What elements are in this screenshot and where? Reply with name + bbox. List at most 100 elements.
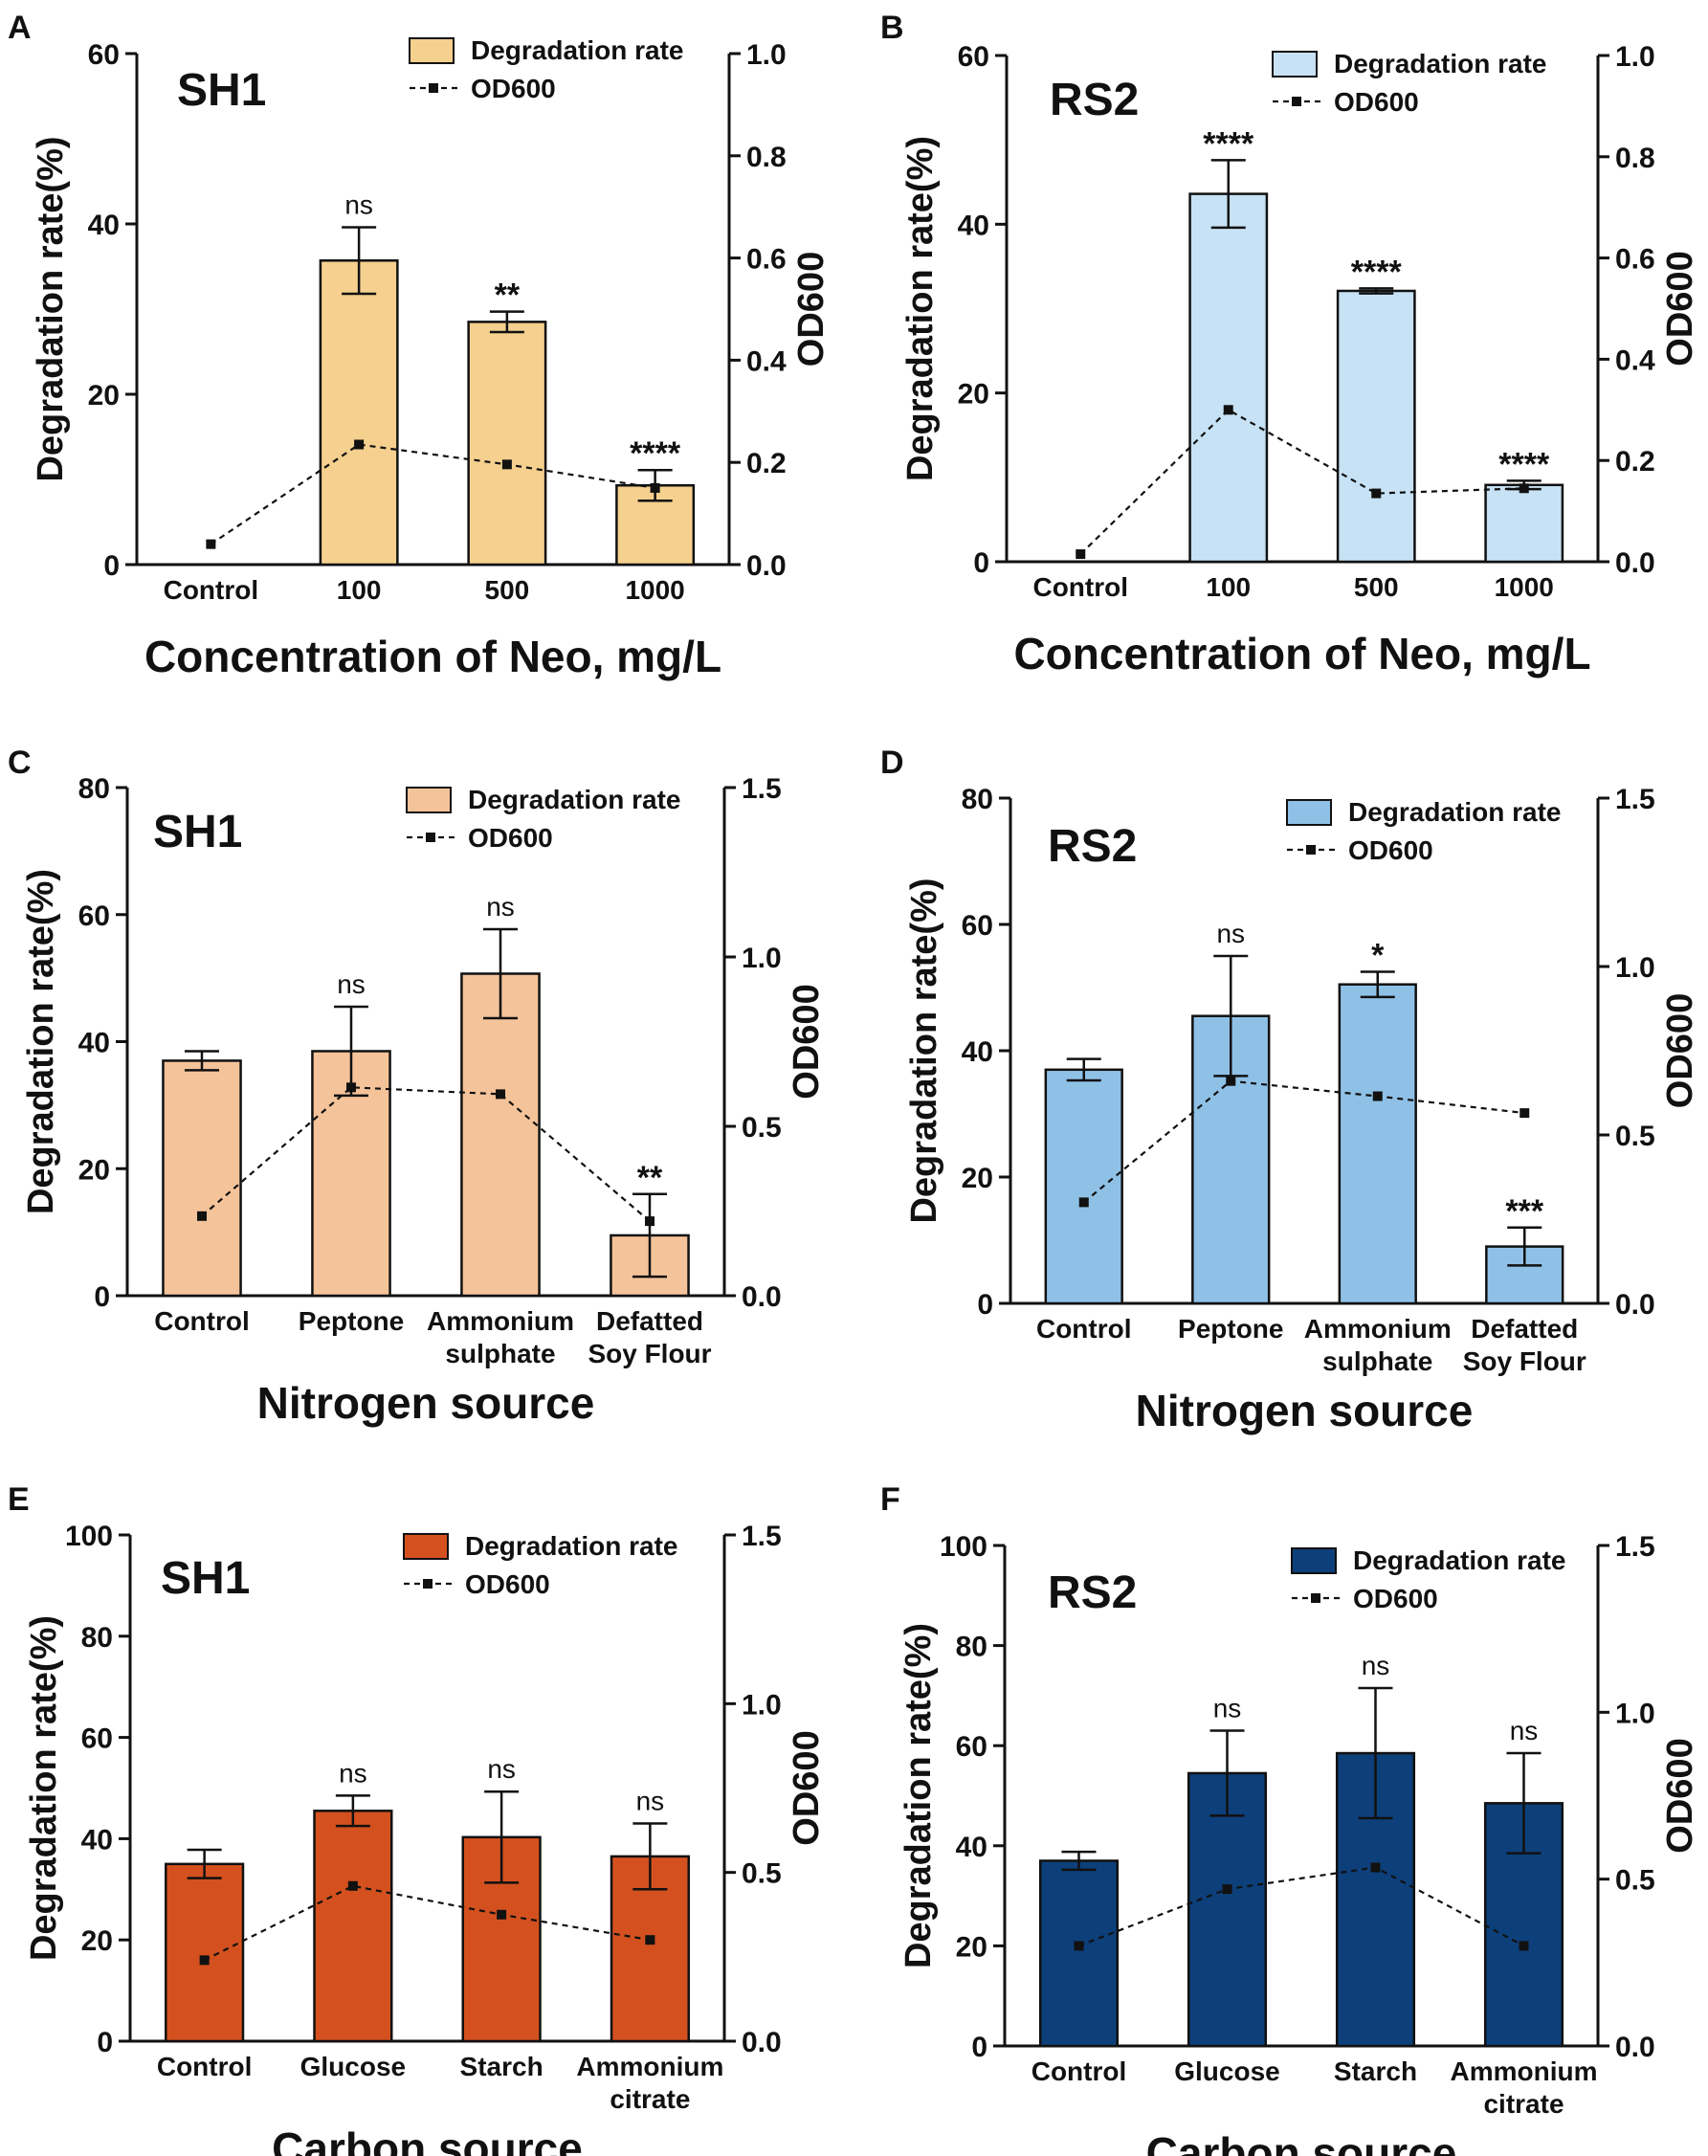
legend-bar-swatch [1272, 51, 1318, 78]
panel-label: E [8, 1481, 30, 1518]
significance-label: **** [1498, 446, 1550, 482]
panel-label: D [880, 745, 904, 781]
left-tick-label: 60 [958, 41, 989, 73]
category-label: 1000 [1495, 572, 1554, 602]
category-label: Soy Flour [588, 1339, 711, 1368]
bar [467, 321, 547, 567]
right-tick-label: 1.0 [1615, 41, 1655, 73]
od600-line [1078, 1866, 1525, 1947]
legend-line-label: OD600 [468, 823, 553, 853]
category-label: Glucose [1174, 2056, 1279, 2086]
strain-label: RS2 [1050, 75, 1139, 125]
od600-point [650, 482, 660, 493]
y-axis-label: Degradation rate(%) [900, 136, 941, 481]
category-label: Control [154, 1306, 250, 1336]
significance-label: ns [487, 1754, 516, 1784]
significance-label: * [1371, 938, 1385, 974]
right-tick-label: 1.0 [1615, 1698, 1655, 1729]
category-label: citrate [610, 2084, 690, 2114]
od600-point [1078, 1197, 1089, 1208]
od600-point [1519, 1108, 1530, 1119]
od600-point [1074, 1941, 1084, 1951]
panel-d: D 0 20 40 60 80 0.0 0.5 1.0 1.5 Control ns Peptone * A… [880, 745, 1700, 1435]
significance-label: *** [1505, 1193, 1543, 1230]
category-label: 500 [485, 575, 530, 605]
od600-point [645, 1935, 655, 1945]
left-tick-label: 20 [962, 1163, 993, 1194]
left-tick-label: 100 [65, 1521, 113, 1552]
category-label: 100 [337, 575, 382, 605]
legend-bar-label: Degradation rate [1348, 797, 1562, 827]
od600-line [204, 1884, 651, 1962]
legend-bar-label: Degradation rate [471, 35, 684, 65]
x-axis-label: Carbon source [272, 2123, 583, 2156]
bar [1187, 1771, 1268, 2048]
od600-line [210, 443, 655, 545]
left-tick-label: 40 [81, 1824, 113, 1856]
category-label: Peptone [299, 1306, 404, 1336]
legend-bar-label: Degradation rate [1334, 49, 1547, 78]
od600-line [1079, 408, 1524, 555]
right-tick-label: 1.0 [742, 943, 782, 974]
od600-point [496, 1089, 505, 1100]
left-tick-label: 20 [88, 380, 120, 411]
od600-point [197, 1211, 207, 1221]
right-tick-label: 0.8 [1615, 143, 1655, 174]
category-label: Control [1036, 1314, 1132, 1344]
right-tick-label: 0.5 [1615, 1121, 1655, 1152]
right-tick-label: 0.2 [746, 448, 787, 479]
right-tick-label: 0.0 [1615, 2032, 1655, 2063]
left-tick-label: 60 [81, 1723, 113, 1755]
y2-axis-label: OD600 [787, 1730, 827, 1845]
category-label: Ammonium [427, 1306, 574, 1336]
od600-point [1372, 1091, 1383, 1101]
right-tick-label: 1.5 [742, 773, 782, 805]
right-tick-label: 1.5 [742, 1521, 782, 1552]
od600-point [1226, 1076, 1236, 1086]
x-axis-label: Nitrogen source [257, 1378, 595, 1428]
left-tick-label: 0 [973, 547, 989, 579]
od600-line [201, 1086, 651, 1222]
significance-label: ns [1213, 1694, 1242, 1723]
left-tick-label: 60 [962, 910, 993, 942]
left-tick-label: 0 [971, 2032, 987, 2063]
category-label: 100 [1206, 572, 1251, 602]
left-tick-label: 60 [88, 39, 120, 71]
legend-line-label: OD600 [1353, 1584, 1438, 1613]
category-label: sulphate [1322, 1346, 1432, 1376]
category-label: 500 [1354, 572, 1399, 602]
left-tick-label: 60 [956, 1731, 987, 1763]
right-tick-label: 0.0 [746, 550, 787, 582]
significance-label: ns [1362, 1651, 1390, 1680]
legend-line-marker [1311, 1593, 1320, 1603]
od600-point [1371, 488, 1382, 499]
od600-line [1083, 1079, 1525, 1204]
right-tick-label: 0.6 [746, 244, 787, 276]
legend-line-marker [426, 833, 435, 842]
bar [319, 259, 399, 567]
category-label: Control [1032, 572, 1128, 602]
legend-bar-swatch [403, 1533, 449, 1560]
right-tick-label: 0.5 [1615, 1865, 1655, 1897]
panel-c: C 0 20 40 60 80 0.0 0.5 1.0 1.5 Control ns Peptone ns… [8, 745, 827, 1428]
category-label: Ammonium [1304, 1314, 1452, 1344]
od600-point [645, 1216, 654, 1227]
left-tick-label: 80 [962, 784, 993, 815]
legend-line-label: OD600 [471, 74, 556, 103]
category-label: Peptone [1178, 1314, 1283, 1344]
left-tick-label: 20 [81, 1925, 113, 1957]
panel-label: F [880, 1481, 900, 1518]
strain-label: SH1 [177, 65, 266, 116]
category-label: Defatted [596, 1306, 703, 1336]
panel-label: A [8, 10, 32, 46]
y-axis-label: Degradation rate(%) [904, 878, 944, 1223]
legend-line-label: OD600 [465, 1569, 550, 1599]
significance-label: **** [1351, 254, 1403, 290]
y2-axis-label: OD600 [1660, 1738, 1700, 1853]
x-axis-label: Concentration of Neo, mg/L [144, 632, 721, 681]
legend-line-marker [429, 83, 438, 93]
x-axis-label: Carbon source [1146, 2128, 1457, 2156]
od600-point [1076, 549, 1086, 560]
left-tick-label: 20 [958, 379, 989, 411]
